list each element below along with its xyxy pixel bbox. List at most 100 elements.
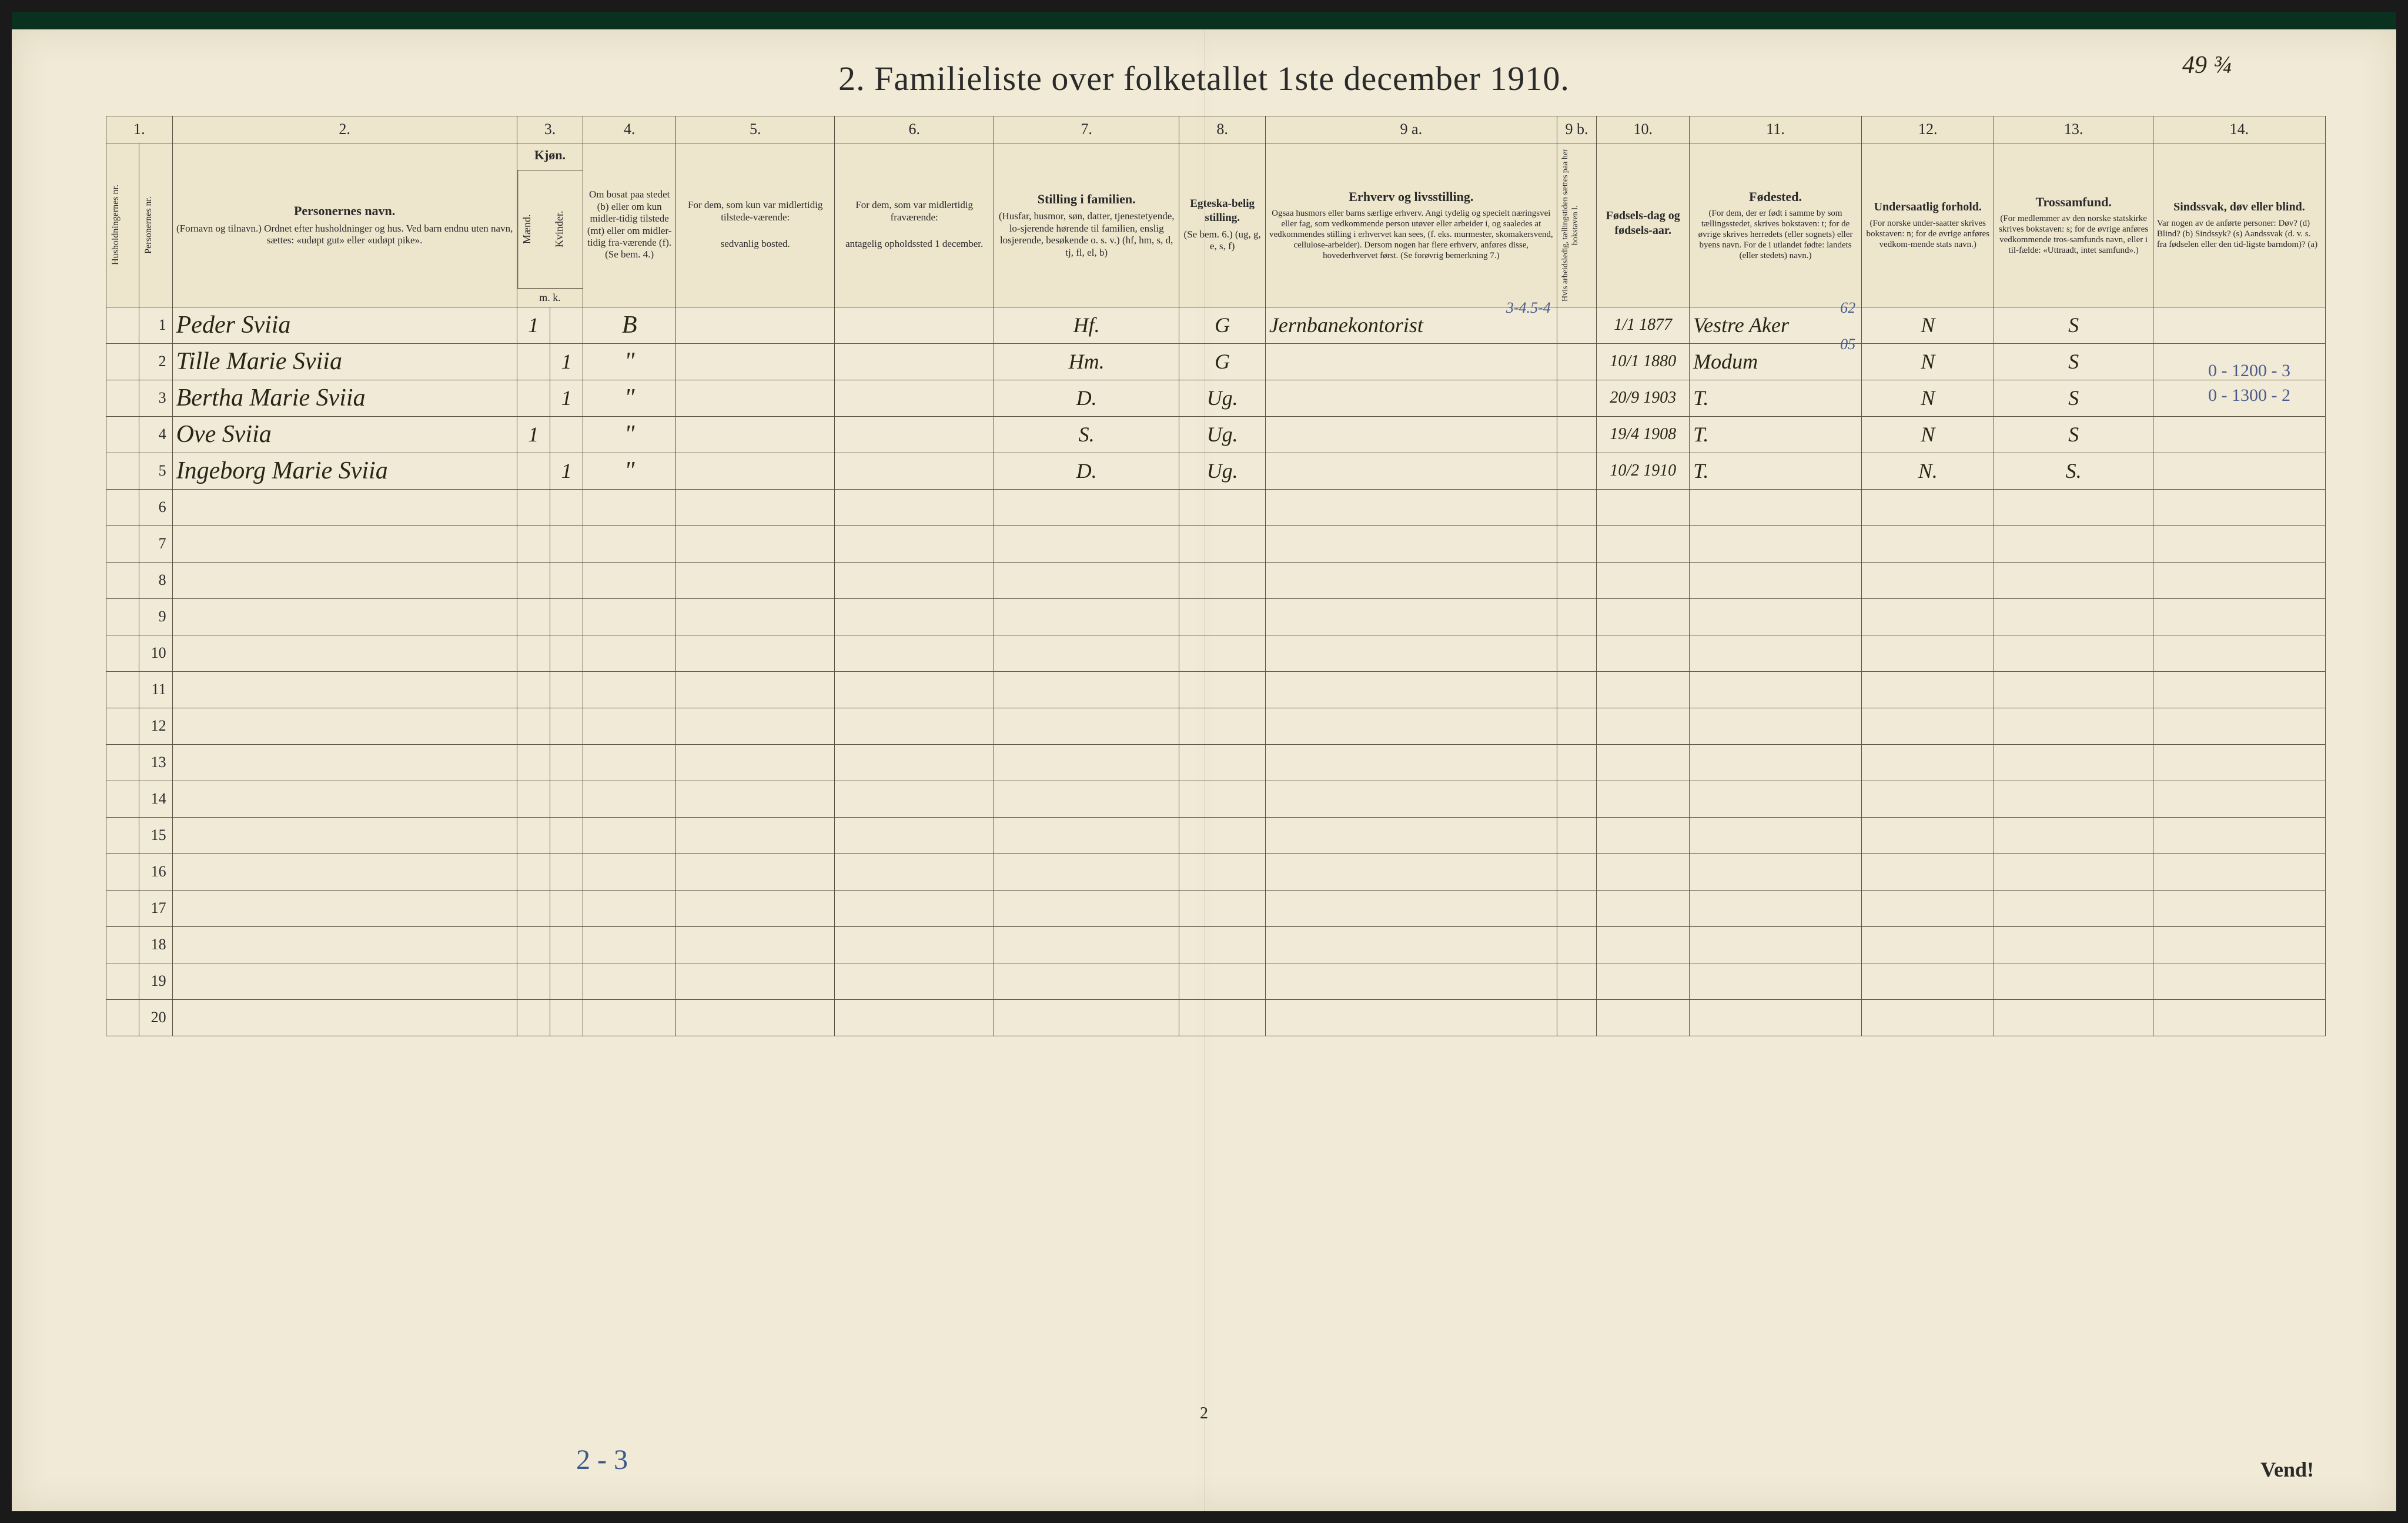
cell-male: 1 bbox=[517, 416, 550, 453]
person-no: 20 bbox=[139, 999, 172, 1036]
colnum-9a: 9 a. bbox=[1265, 116, 1557, 143]
cell-female bbox=[550, 307, 583, 343]
cell-resident: B bbox=[583, 307, 676, 343]
census-page: 2. Familieliste over folketallet 1ste de… bbox=[12, 12, 2396, 1511]
hdr-birthdate: Fødsels-dag og fødsels-aar. bbox=[1597, 143, 1690, 307]
hdr-disability: Sindssvak, døv eller blind. Var nogen av… bbox=[2153, 143, 2325, 307]
cell-citizenship: N bbox=[1862, 380, 1994, 416]
page-fold bbox=[1204, 29, 1205, 1511]
page-title: 2. Familieliste over folketallet 1ste de… bbox=[838, 59, 1570, 98]
col-number-row: 1. 2. 3. 4. 5. 6. 7. 8. 9 a. 9 b. 10. 11… bbox=[106, 116, 2326, 143]
hdr-family-position: Stilling i familien. (Husfar, husmor, sø… bbox=[994, 143, 1179, 307]
cell-temp-present bbox=[676, 307, 835, 343]
colnum-7: 7. bbox=[994, 116, 1179, 143]
cell-birthdate: 10/2 1910 bbox=[1597, 453, 1690, 489]
cell-family-pos: D. bbox=[994, 453, 1179, 489]
person-no: 14 bbox=[139, 781, 172, 817]
cell-birthplace: T. bbox=[1690, 453, 1862, 489]
table-row-empty: 13 bbox=[106, 744, 2326, 781]
cell-occupation bbox=[1265, 416, 1557, 453]
cell-resident: " bbox=[583, 453, 676, 489]
cell-birthdate: 10/1 1880 bbox=[1597, 343, 1690, 380]
cell-occupation bbox=[1265, 380, 1557, 416]
cell-temp-present bbox=[676, 416, 835, 453]
colnum-3: 3. bbox=[517, 116, 583, 143]
cell-temp-absent bbox=[835, 453, 994, 489]
hdr-citizenship: Undersaatlig forhold. (For norske under-… bbox=[1862, 143, 1994, 307]
table-row: 4 Ove Sviia 1 " S. Ug. 19/4 1908 T. N S bbox=[106, 416, 2326, 453]
cell-male bbox=[517, 380, 550, 416]
colnum-11: 11. bbox=[1690, 116, 1862, 143]
cell-family-pos: Hm. bbox=[994, 343, 1179, 380]
cell-marital: G bbox=[1179, 343, 1265, 380]
cell-marital: Ug. bbox=[1179, 453, 1265, 489]
cell-family-pos: D. bbox=[994, 380, 1179, 416]
cell-occupation bbox=[1265, 343, 1557, 380]
table-head: 1. 2. 3. 4. 5. 6. 7. 8. 9 a. 9 b. 10. 11… bbox=[106, 116, 2326, 307]
cell-temp-absent bbox=[835, 380, 994, 416]
hdr-marital: Egteska-belig stilling. (Se bem. 6.) (ug… bbox=[1179, 143, 1265, 307]
household-no bbox=[106, 416, 139, 453]
cell-religion: S. bbox=[1994, 453, 2153, 489]
household-no bbox=[106, 525, 139, 562]
table-row-empty: 6 bbox=[106, 489, 2326, 525]
page-number-bottom: 2 bbox=[1200, 1404, 1208, 1423]
cell-birthdate: 1/1 1877 bbox=[1597, 307, 1690, 343]
person-no: 3 bbox=[139, 380, 172, 416]
table-row: 2 Tille Marie Sviia 1 " Hm. G 10/1 1880 … bbox=[106, 343, 2326, 380]
hdr-birthplace: Fødested. (For dem, der er født i samme … bbox=[1690, 143, 1862, 307]
cell-marital: Ug. bbox=[1179, 416, 1265, 453]
hdr-name: Personernes navn. (Fornavn og tilnavn.) … bbox=[172, 143, 517, 307]
cell-name: Bertha Marie Sviia bbox=[172, 380, 517, 416]
person-no: 10 bbox=[139, 635, 172, 671]
person-no: 16 bbox=[139, 853, 172, 890]
household-no bbox=[106, 781, 139, 817]
colnum-1: 1. bbox=[106, 116, 173, 143]
cell-citizenship: N bbox=[1862, 343, 1994, 380]
cell-name: Ove Sviia bbox=[172, 416, 517, 453]
table-row-empty: 16 bbox=[106, 853, 2326, 890]
household-no bbox=[106, 963, 139, 999]
cell-name: Ingeborg Marie Sviia bbox=[172, 453, 517, 489]
table-row-empty: 19 bbox=[106, 963, 2326, 999]
household-no bbox=[106, 708, 139, 744]
hdr-sex: Kjøn. Mænd. Kvinder. m. k. bbox=[517, 143, 583, 307]
table-row-empty: 9 bbox=[106, 598, 2326, 635]
margin-annotations: 0 - 1200 - 3 0 - 1300 - 2 bbox=[2208, 359, 2290, 408]
colnum-13: 13. bbox=[1994, 116, 2153, 143]
footer-annotation: 2 - 3 bbox=[576, 1444, 628, 1476]
table-row-empty: 12 bbox=[106, 708, 2326, 744]
cell-citizenship: N. bbox=[1862, 453, 1994, 489]
cell-male: 1 bbox=[517, 307, 550, 343]
cell-female: 1 bbox=[550, 453, 583, 489]
table-row-empty: 15 bbox=[106, 817, 2326, 853]
table-row-empty: 8 bbox=[106, 562, 2326, 598]
cell-female: 1 bbox=[550, 343, 583, 380]
colnum-10: 10. bbox=[1597, 116, 1690, 143]
colnum-4: 4. bbox=[583, 116, 676, 143]
cell-family-pos: Hf. bbox=[994, 307, 1179, 343]
household-no bbox=[106, 380, 139, 416]
margin-anno-1: 0 - 1200 - 3 bbox=[2208, 359, 2290, 383]
person-no: 8 bbox=[139, 562, 172, 598]
cell-marital: G bbox=[1179, 307, 1265, 343]
cell-resident: " bbox=[583, 416, 676, 453]
household-no bbox=[106, 489, 139, 525]
household-no bbox=[106, 890, 139, 926]
cell-temp-absent bbox=[835, 343, 994, 380]
cell-temp-present bbox=[676, 380, 835, 416]
hdr-unemployed: Hvis arbeidsledig, tællingstiden sættes … bbox=[1557, 143, 1597, 307]
household-no bbox=[106, 926, 139, 963]
hdr-temp-absent: For dem, som var midlertidig fraværende:… bbox=[835, 143, 994, 307]
cell-male bbox=[517, 453, 550, 489]
hdr-person-no: Personernes nr. bbox=[139, 143, 172, 307]
household-no bbox=[106, 853, 139, 890]
cell-citizenship: N bbox=[1862, 416, 1994, 453]
colnum-14: 14. bbox=[2153, 116, 2325, 143]
table-row-empty: 7 bbox=[106, 525, 2326, 562]
cell-temp-absent bbox=[835, 416, 994, 453]
table-body: 1 Peder Sviia 1 B Hf. G Jernbanekontoris… bbox=[106, 307, 2326, 1036]
person-no: 7 bbox=[139, 525, 172, 562]
title-row: 2. Familieliste over folketallet 1ste de… bbox=[12, 29, 2396, 98]
hdr-occupation: Erhverv og livsstilling. Ogsaa husmors e… bbox=[1265, 143, 1557, 307]
